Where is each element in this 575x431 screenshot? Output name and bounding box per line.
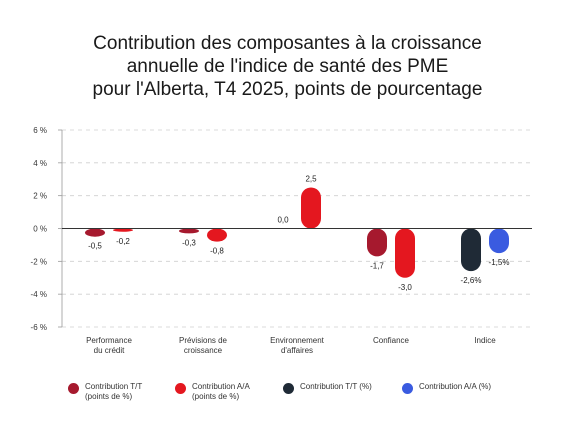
category-label: Indice (440, 336, 530, 346)
data-label: 0,0 (277, 216, 289, 225)
bar (207, 228, 227, 242)
data-label: -0,3 (182, 238, 196, 247)
y-tick-label: -6 % (31, 323, 47, 332)
data-label: -1,7 (370, 261, 384, 270)
category-label: Prévisions de croissance (158, 336, 248, 356)
chart-title-line-1: Contribution des composantes à la croiss… (93, 33, 482, 54)
y-tick-label: -2 % (31, 257, 47, 266)
category-label: Environnement d'affaires (252, 336, 342, 356)
legend-label-line: (points de %) (85, 392, 133, 401)
legend-label: Contribution T/T (%) (300, 382, 372, 392)
y-tick-label: 4 % (33, 159, 47, 168)
category-label-line: d'affaires (280, 346, 314, 355)
legend-item: Contribution T/T (%) (283, 382, 372, 394)
category-label-line: du crédit (93, 346, 125, 355)
legend-label: Contribution A/A (%) (419, 382, 491, 392)
legend-label: Contribution A/A (points de %) (192, 382, 250, 402)
legend-label-line: (points de %) (192, 392, 240, 401)
legend-label-line: Contribution T/T (85, 382, 143, 391)
category-label-line: croissance (183, 346, 223, 355)
category-label-line: Prévisions de (178, 336, 228, 345)
bar (85, 228, 105, 237)
category-label: Performance du crédit (64, 336, 154, 356)
y-tick-label: -4 % (31, 290, 47, 299)
y-tick-label: 0 % (33, 225, 47, 234)
data-label: -0,8 (210, 247, 224, 256)
bar (301, 187, 321, 229)
data-label: -0,2 (116, 237, 130, 246)
data-label: -2,6% (461, 276, 482, 285)
data-label: -0,5 (88, 242, 102, 251)
category-label: Confiance (346, 336, 436, 346)
legend: Contribution T/T (points de %) Contributio… (0, 382, 575, 412)
bar (367, 228, 387, 257)
bar (489, 228, 509, 254)
chart-title-line-2: annuelle de l'indice de santé des PME (126, 56, 449, 77)
category-label-line: Environnement (270, 336, 324, 345)
legend-label-line: Contribution A/A (%) (419, 382, 492, 391)
data-label: -3,0 (398, 283, 412, 292)
legend-swatch (175, 383, 186, 394)
legend-label-line: Contribution T/T (%) (300, 382, 372, 391)
data-label: -1,5% (489, 258, 510, 267)
category-label-line: Confiance (372, 336, 410, 345)
legend-swatch (68, 383, 79, 394)
legend-item: Contribution T/T (points de %) (68, 382, 142, 402)
bar (179, 228, 199, 234)
category-label-line: Indice (474, 336, 496, 345)
legend-swatch (402, 383, 413, 394)
legend-item: Contribution A/A (%) (402, 382, 491, 394)
legend-label: Contribution T/T (points de %) (85, 382, 142, 402)
legend-label-line: Contribution A/A (192, 382, 250, 391)
bar (395, 228, 415, 278)
chart-title: Contribution des composantes à la croiss… (0, 32, 575, 101)
y-tick-label: 6 % (33, 126, 47, 135)
y-tick-label: 2 % (33, 192, 47, 201)
bar (113, 228, 133, 232)
bar (461, 228, 481, 272)
data-label: 2,5 (305, 174, 317, 183)
legend-item: Contribution A/A (points de %) (175, 382, 250, 402)
legend-swatch (283, 383, 294, 394)
chart-title-line-3: pour l'Alberta, T4 2025, points de pourc… (92, 79, 483, 100)
category-label-line: Performance (86, 336, 132, 345)
